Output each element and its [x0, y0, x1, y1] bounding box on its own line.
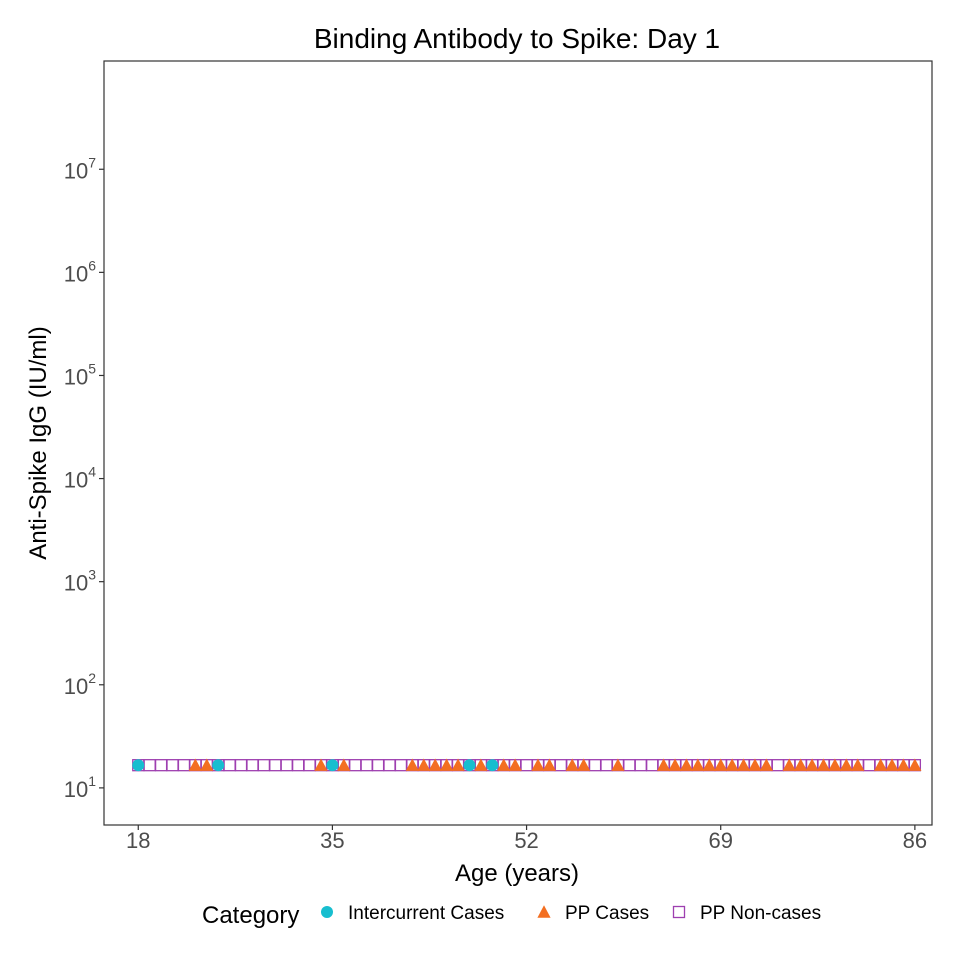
- y-tick-label: 106: [64, 257, 96, 286]
- pp-case-point: [337, 758, 351, 771]
- pp-case-point: [314, 758, 328, 771]
- pp-case-point: [577, 758, 591, 771]
- intercurrent-point: [212, 759, 225, 772]
- y-tick-label: 107: [64, 154, 96, 183]
- plot-panel: [103, 60, 933, 826]
- pp-case-point: [805, 758, 819, 771]
- legend: Category Intercurrent Cases PP Cases PP No…: [202, 902, 821, 929]
- pp-case-point: [508, 758, 522, 771]
- pp-case-point: [839, 758, 853, 771]
- pp-case-point: [885, 758, 899, 771]
- intercurrent-point: [326, 759, 339, 772]
- pp-case-point: [531, 758, 545, 771]
- pp-case-point: [828, 758, 842, 771]
- legend-label: Intercurrent Cases: [348, 903, 504, 924]
- pp-case-point: [497, 758, 511, 771]
- pp-case-point: [896, 758, 911, 771]
- chart-title: Binding Antibody to Spike: Day 1: [314, 23, 720, 54]
- pp-case-point: [679, 758, 694, 771]
- pp-case-point: [736, 758, 751, 771]
- legend-item: PP Non-cases: [672, 903, 821, 924]
- pp-case-point: [794, 758, 808, 771]
- legend-key: [672, 905, 686, 919]
- x-axis-title: Age (years): [455, 860, 579, 887]
- y-axis: 101 102 103 104 105 106 107: [64, 154, 104, 802]
- x-tick-label: 69: [708, 828, 732, 853]
- pp-case-point: [702, 758, 716, 771]
- pp-case-point: [668, 758, 682, 771]
- pp-case-point: [188, 758, 202, 771]
- pp-case-point: [200, 758, 214, 771]
- y-tick-label: 102: [64, 670, 96, 699]
- pp-case-point: [851, 758, 865, 771]
- y-axis-title: Anti-Spike IgG (IU/ml): [25, 326, 52, 559]
- pp-case-point: [657, 758, 671, 771]
- series-triangle: [188, 758, 922, 771]
- legend-label: PP Non-cases: [700, 903, 821, 924]
- pp-case-point: [428, 758, 442, 771]
- y-tick-label: 105: [64, 360, 96, 389]
- pp-case-point: [474, 758, 488, 771]
- pp-case-point: [405, 758, 419, 771]
- pp-case-point: [451, 758, 465, 771]
- pp-case-point: [691, 758, 705, 771]
- data-points: [132, 758, 922, 772]
- legend-key: [537, 905, 551, 918]
- legend-key: [321, 906, 333, 918]
- pp-case-point: [440, 758, 454, 771]
- x-tick-label: 18: [126, 828, 150, 853]
- y-tick-label: 104: [64, 464, 96, 493]
- pp-case-point: [565, 758, 579, 771]
- pp-case-point: [725, 758, 739, 771]
- series-circle: [132, 759, 499, 772]
- pp-case-point: [908, 758, 922, 771]
- legend-item: PP Cases: [537, 903, 649, 924]
- x-tick-label: 35: [320, 828, 344, 853]
- pp-case-point: [759, 758, 773, 771]
- intercurrent-point: [463, 759, 476, 772]
- pp-case-point: [714, 758, 728, 771]
- x-tick-label: 52: [514, 828, 538, 853]
- legend-label: PP Cases: [565, 903, 649, 924]
- pp-case-point: [874, 758, 888, 771]
- pp-case-point: [748, 758, 762, 771]
- pp-case-point: [611, 758, 625, 771]
- pp-case-point: [816, 758, 831, 771]
- legend-title: Category: [202, 902, 299, 929]
- legend-item: Intercurrent Cases: [321, 903, 504, 924]
- intercurrent-point: [132, 759, 145, 772]
- pp-case-point: [782, 758, 796, 771]
- x-axis: 18 35 52 69 86: [126, 825, 927, 853]
- x-tick-label: 86: [903, 828, 927, 853]
- intercurrent-point: [486, 759, 499, 772]
- pp-case-point: [417, 758, 431, 771]
- pp-case-point: [542, 758, 557, 771]
- y-tick-label: 103: [64, 567, 96, 596]
- y-tick-label: 101: [64, 773, 96, 802]
